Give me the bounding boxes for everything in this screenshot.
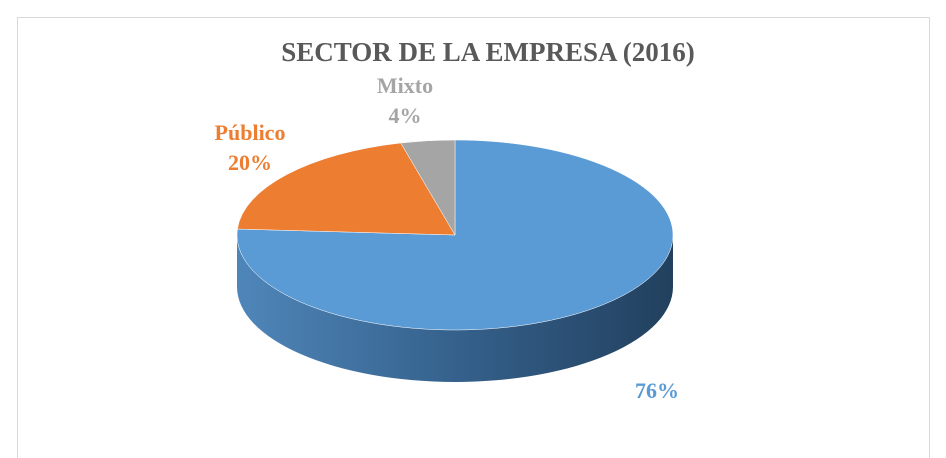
chart-title: SECTOR DE LA EMPRESA (2016) <box>281 37 695 67</box>
data-label-value: 20% <box>228 150 272 175</box>
pie-slice-side <box>237 235 673 382</box>
pie-slice <box>400 139 456 236</box>
data-label-value: 4% <box>389 103 422 128</box>
pie-slice <box>237 142 456 236</box>
data-label-name: Mixto <box>377 73 433 98</box>
data-label-value: 76% <box>635 378 679 403</box>
data-label-name: Público <box>215 120 286 145</box>
